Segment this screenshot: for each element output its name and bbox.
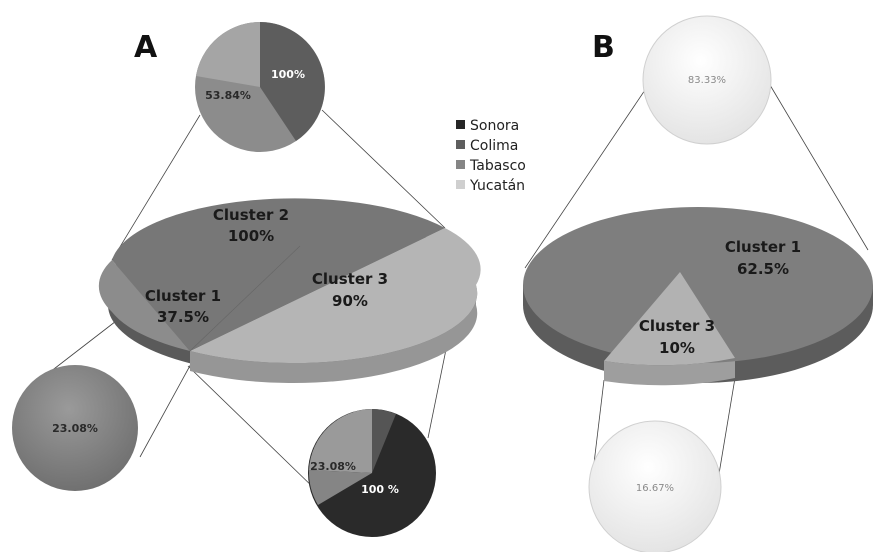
legend-label: Sonora (470, 118, 519, 134)
detail-label: 100% (271, 68, 305, 81)
panel-letter-b: B (592, 30, 615, 65)
detail-circle (12, 365, 138, 491)
leader-line (139, 361, 193, 458)
leader-line (717, 377, 736, 481)
detail-pie-a-cluster-2: 100% 53.84% (195, 22, 325, 152)
leader-line (321, 109, 446, 229)
slice-cluster-2 (112, 198, 445, 351)
slice-label-cluster-1-name: Cluster 1 (145, 287, 221, 305)
detail-pie-b-cluster-3: 16.67% (588, 420, 722, 552)
detail-label: 23.08% (52, 422, 98, 435)
slice-cluster-3 (604, 272, 735, 366)
detail-pie-a-cluster-3: 23.08% 100 % (308, 409, 436, 537)
leader-line (49, 317, 121, 373)
pie-a-side-cluster-3 (190, 285, 478, 384)
panel-letter-a: A (134, 30, 158, 65)
leader-line (524, 89, 646, 269)
detail-circle (642, 15, 772, 145)
detail-slice-tabasco-light (196, 22, 260, 87)
detail-slice-tabasco (308, 470, 372, 505)
detail-label: 16.67% (636, 483, 674, 494)
leader-line (769, 84, 869, 251)
legend-swatch (456, 160, 465, 169)
slice-label-cluster-1-name: Cluster 1 (725, 238, 801, 256)
detail-label: 83.33% (688, 75, 726, 86)
main-pie-a: Cluster 2 100% Cluster 3 90% Cluster 1 3… (98, 198, 481, 384)
legend-swatch (456, 120, 465, 129)
legend-label: Colima (470, 138, 518, 154)
leader-line (187, 365, 319, 493)
slice-label-cluster-1-value: 37.5% (157, 308, 209, 326)
slice-label-cluster-2-name: Cluster 2 (213, 206, 289, 224)
slice-cluster-3 (190, 228, 481, 364)
slice-cluster-1 (98, 260, 190, 351)
detail-pie-a-cluster-1: 23.08% (12, 365, 138, 491)
slice-divider (189, 245, 301, 352)
detail-label: 100 % (361, 483, 399, 496)
pie-b-side-cluster-3 (604, 358, 735, 386)
detail-circle (588, 420, 722, 552)
detail-pie-b-cluster-1: 83.33% (642, 15, 772, 145)
detail-slice-yucatan (309, 409, 372, 473)
legend-label: Yucatán (469, 178, 525, 194)
detail-label: 23.08% (310, 460, 356, 473)
legend: Sonora Colima Tabasco Yucatán (456, 118, 526, 194)
detail-slice-colima (372, 409, 396, 473)
pie-b-top (523, 207, 873, 363)
slice-label-cluster-3-name: Cluster 3 (639, 317, 715, 335)
legend-swatch (456, 180, 465, 189)
slice-label-cluster-2-value: 100% (228, 227, 274, 245)
detail-slice-colima (260, 22, 325, 141)
leader-line (111, 114, 201, 261)
legend-swatch (456, 140, 465, 149)
main-pie-b: Cluster 1 62.5% Cluster 3 10% (523, 207, 873, 386)
detail-label: 53.84% (205, 89, 251, 102)
legend-label: Tabasco (469, 158, 526, 174)
slice-label-cluster-3-value: 90% (332, 292, 368, 310)
slice-label-cluster-3-name: Cluster 3 (312, 270, 388, 288)
slice-label-cluster-1-value: 62.5% (737, 260, 789, 278)
slice-label-cluster-3-value: 10% (659, 339, 695, 357)
